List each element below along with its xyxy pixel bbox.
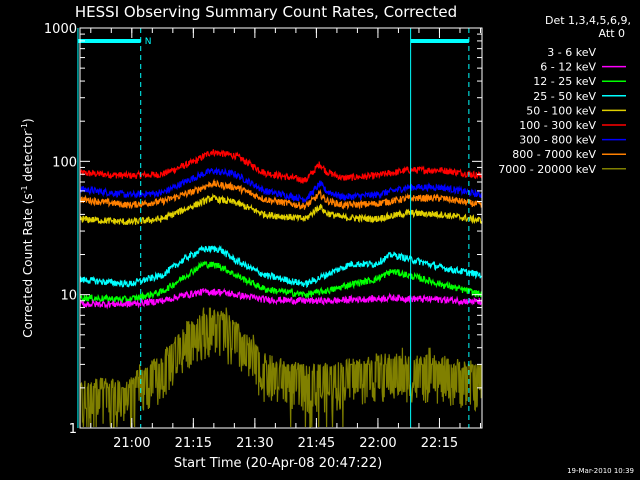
y-tick-label: 1000 <box>44 22 77 37</box>
legend-label: 300 - 800 keV <box>519 134 596 147</box>
plot-area: N 1 10 100 1000 21:00 21:15 21:30 21:45 22:00 22… <box>44 22 483 451</box>
series-layer <box>79 149 483 428</box>
legend-header-attenuator: Att 0 <box>599 27 625 40</box>
chart-title: HESSI Observing Summary Count Rates, Cor… <box>75 3 457 21</box>
legend: Det 1,3,4,5,6,9, Att 0 3 - 6 keV 6 - 12 k… <box>498 14 631 176</box>
y-tick-label: 10 <box>60 289 77 304</box>
night-label: N <box>145 37 152 47</box>
series-line-300-800 <box>79 166 483 205</box>
x-tick-label: 22:15 <box>421 436 458 451</box>
series-line-12-25 <box>79 260 483 304</box>
series-line-7000-20000 <box>79 307 483 428</box>
legend-label: 800 - 7000 keV <box>512 148 596 161</box>
series-line-100-300 <box>79 149 483 184</box>
legend-label: 6 - 12 keV <box>540 61 596 74</box>
x-tick-label: 21:45 <box>298 436 335 451</box>
series-line-3-6 <box>79 307 483 428</box>
legend-label: 100 - 300 keV <box>519 119 596 132</box>
legend-header-detectors: Det 1,3,4,5,6,9, <box>545 14 631 27</box>
x-axis-label: Start Time (20-Apr-08 20:47:22) <box>174 456 382 471</box>
y-axis-ticks: 1 10 100 1000 <box>44 22 482 437</box>
series-line-50-100 <box>79 192 483 226</box>
legend-label: 12 - 25 keV <box>533 75 596 88</box>
x-tick-label: 21:30 <box>236 436 273 451</box>
y-axis-label: Corrected Count Rate (s-1 detector-1) <box>20 118 35 337</box>
legend-label: 50 - 100 keV <box>526 104 596 117</box>
x-tick-label: 21:15 <box>175 436 212 451</box>
y-tick-label: 100 <box>52 155 77 170</box>
x-tick-label: 22:00 <box>359 436 396 451</box>
night-markers: N <box>77 28 470 428</box>
x-axis-ticks: 21:00 21:15 21:30 21:45 22:00 22:15 <box>90 28 481 451</box>
legend-label: 7000 - 20000 keV <box>498 163 596 176</box>
plot-frame <box>79 27 483 429</box>
legend-label: 3 - 6 keV <box>547 46 596 59</box>
x-tick-label: 21:00 <box>113 436 150 451</box>
series-line-25-50 <box>79 244 483 289</box>
y-tick-label: 1 <box>69 422 77 437</box>
date-stamp: 19-Mar-2010 10:39 <box>567 467 634 475</box>
series-line-800-7000 <box>79 178 483 211</box>
legend-label: 25 - 50 keV <box>533 90 596 103</box>
series-line-6-12 <box>79 287 483 310</box>
